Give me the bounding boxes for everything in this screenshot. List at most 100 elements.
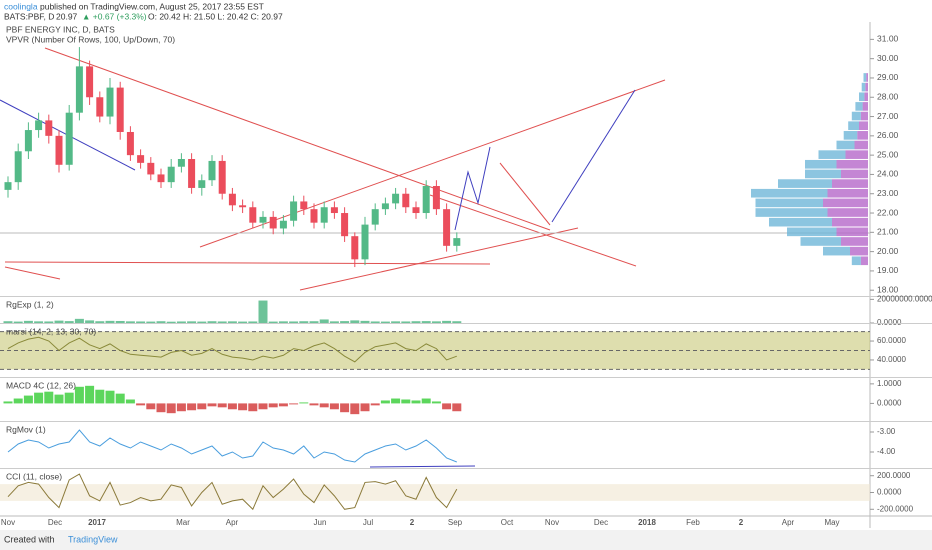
vpvr-up — [755, 198, 823, 208]
y-tick-label: 20.00 — [877, 246, 899, 256]
trend-line — [429, 194, 637, 267]
y-tick-label: 28.00 — [877, 92, 899, 102]
vpvr-up — [861, 82, 866, 92]
footer-bar — [0, 530, 932, 550]
drawings — [0, 47, 870, 468]
candle-body — [106, 87, 114, 117]
vpvr-up — [769, 217, 832, 227]
bar — [207, 321, 217, 323]
bar — [166, 321, 176, 323]
vpvr-up — [851, 256, 861, 266]
chart-title: PBF ENERGY INC, D, BATS — [6, 24, 115, 34]
bar — [85, 385, 95, 404]
candle-body — [75, 66, 83, 113]
bar — [452, 321, 462, 323]
vpvr-up — [851, 111, 861, 121]
y-tick-label: 22.00 — [877, 207, 899, 217]
bar — [431, 321, 441, 323]
bar — [74, 386, 84, 404]
vpvr-down — [841, 237, 868, 246]
x-tick-label: Apr — [782, 518, 795, 527]
bar — [197, 321, 207, 323]
candle-body — [218, 160, 226, 194]
x-tick-label: 2 — [410, 518, 415, 527]
published: published on TradingView.com, August 25,… — [40, 1, 264, 11]
vpvr-up — [805, 169, 841, 179]
bar — [391, 321, 401, 323]
arrow-path — [454, 146, 491, 231]
bar — [370, 321, 380, 323]
x-tick-label: May — [824, 518, 839, 527]
candle-body — [259, 216, 267, 223]
x-tick-label: Jul — [363, 518, 373, 527]
bar — [85, 320, 95, 323]
bar — [258, 300, 268, 323]
y-tick-label: 25.00 — [877, 149, 899, 159]
x-tick-label: Apr — [226, 518, 239, 527]
candle-body — [330, 207, 338, 214]
candle-body — [137, 155, 145, 163]
vpvr-up — [818, 150, 846, 159]
y-tick-label: 1.0000 — [877, 379, 902, 388]
vpvr-down — [827, 188, 868, 198]
indicator-title: RgMov (1) — [6, 424, 46, 434]
bar — [136, 403, 146, 406]
candle-body — [412, 207, 420, 214]
bar — [176, 403, 186, 412]
y-tick-label: 26.00 — [877, 130, 899, 140]
bar — [421, 398, 431, 404]
vpvr-down — [827, 208, 868, 217]
candle-body — [147, 162, 155, 175]
y-tick-label: 200.0000 — [877, 471, 911, 480]
y-tick-label: 27.00 — [877, 111, 899, 121]
vpvr-down — [859, 121, 868, 131]
x-tick-label: Sep — [448, 518, 463, 527]
vpvr-up — [787, 227, 837, 237]
bar — [3, 321, 13, 323]
y-tick-label: 40.0000 — [877, 355, 906, 364]
candle-body — [361, 224, 369, 260]
bar — [23, 320, 33, 323]
bar — [421, 321, 431, 323]
candle-body — [45, 120, 53, 136]
arrow-path — [551, 89, 636, 223]
y-tick-label: 19.00 — [877, 265, 899, 275]
bar — [350, 403, 360, 415]
chart-subtitle: VPVR (Number Of Rows, 100, Up/Down, 70) — [6, 34, 175, 44]
vpvr-up — [823, 246, 850, 256]
vpvr-up — [751, 188, 828, 198]
bar — [34, 321, 44, 323]
vpvr-up — [859, 92, 865, 102]
candle-body — [300, 201, 308, 210]
bar — [329, 403, 339, 410]
candle-body — [4, 182, 12, 190]
candle-body — [96, 97, 104, 117]
bar — [125, 321, 135, 323]
footer-brand[interactable]: TradingView — [68, 534, 118, 544]
candle-body — [65, 112, 73, 165]
x-tick-label: Jun — [314, 518, 327, 527]
bar — [95, 389, 105, 404]
vpvr-down — [845, 150, 868, 159]
vpvr-up — [855, 102, 863, 111]
bar — [309, 403, 319, 406]
candle-body — [86, 66, 94, 98]
arrow-path — [499, 162, 551, 226]
trend-line — [199, 79, 666, 248]
vpvr-down — [841, 169, 868, 179]
trend-line — [4, 261, 491, 265]
candle-body — [341, 213, 349, 237]
author[interactable]: coolingla — [4, 1, 38, 11]
vpvr-down — [836, 227, 868, 237]
bar — [289, 403, 299, 405]
ohlc: O: 20.42 H: 21.50 L: 20.42 C: 20.97 — [148, 11, 283, 21]
x-tick-label: Nov — [545, 518, 559, 527]
vpvr-up — [800, 237, 841, 246]
bar — [401, 321, 411, 323]
candle-body — [116, 87, 124, 132]
trend-line — [4, 266, 61, 280]
bar — [64, 321, 74, 323]
vpvr-up — [843, 131, 858, 140]
indicator-line — [7, 429, 457, 463]
candle-body — [422, 186, 430, 214]
